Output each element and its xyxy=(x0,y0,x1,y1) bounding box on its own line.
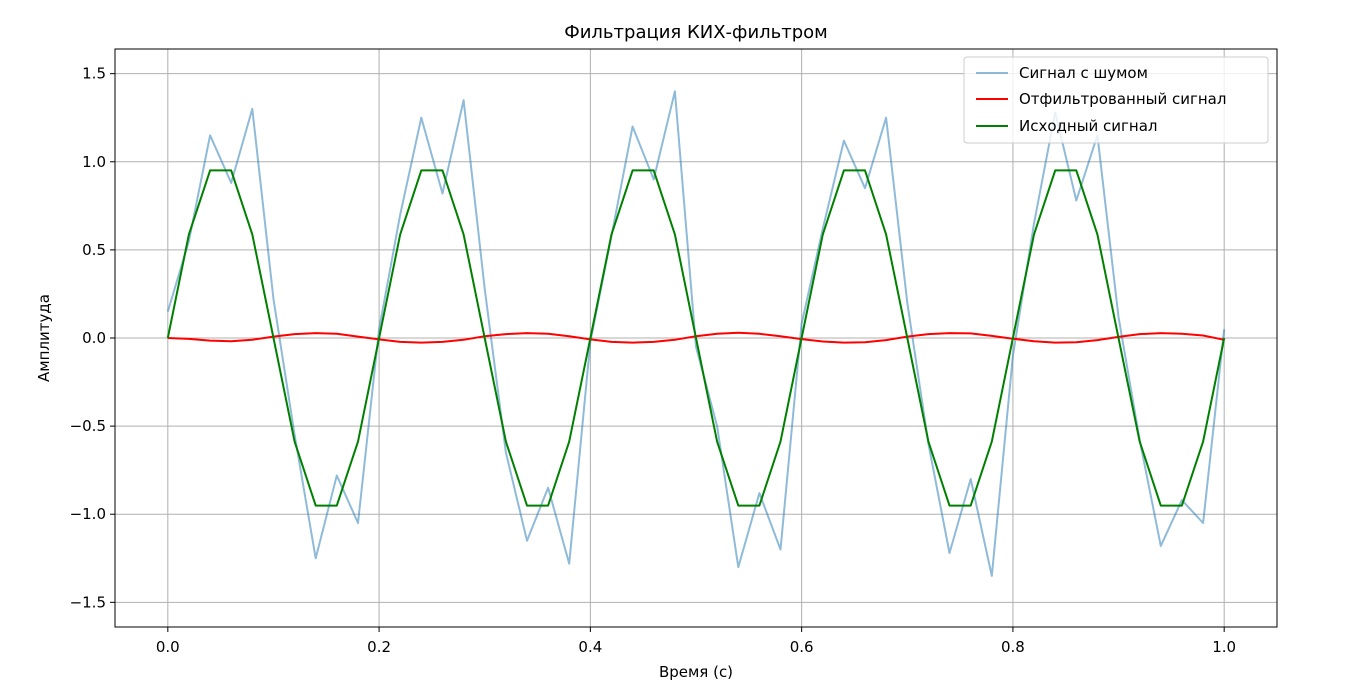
x-tick-label: 0.2 xyxy=(367,638,391,656)
y-tick-label: 1.0 xyxy=(82,153,106,171)
y-tick-label: 0.0 xyxy=(82,329,106,347)
tick-layer: 0.0 0.2 0.4 0.6 0.8 1.0 −1.5 −1.0 −0.5 0.0 0.5 1.0 1… xyxy=(70,65,1237,656)
legend: Сигнал с шумом Отфильтрованный сигнал Ис… xyxy=(963,56,1269,144)
y-tick-label: −1.5 xyxy=(70,593,106,611)
x-tick-label: 1.0 xyxy=(1212,638,1236,656)
y-tick-label: −1.0 xyxy=(70,505,106,523)
x-tick-label: 0.8 xyxy=(1001,638,1025,656)
x-tick-label: 0.4 xyxy=(578,638,602,656)
y-axis-title: Амплитуда xyxy=(35,294,53,382)
x-tick-label: 0.6 xyxy=(790,638,814,656)
legend-label-noisy: Сигнал с шумом xyxy=(1019,64,1148,82)
y-tick-label: 1.5 xyxy=(82,65,106,83)
chart-title: Фильтрация КИХ-фильтром xyxy=(564,22,828,43)
legend-box xyxy=(963,56,1269,144)
noisy-signal-line xyxy=(166,90,1226,577)
legend-label-original: Исходный сигнал xyxy=(1019,117,1158,135)
series-layer xyxy=(166,90,1226,577)
original-signal-line xyxy=(166,169,1226,507)
x-axis-title: Время (с) xyxy=(659,663,733,681)
x-tick-label: 0.0 xyxy=(156,638,180,656)
y-tick-label: −0.5 xyxy=(70,417,106,435)
legend-label-filtered: Отфильтрованный сигнал xyxy=(1019,90,1226,108)
y-tick-label: 0.5 xyxy=(82,241,106,259)
